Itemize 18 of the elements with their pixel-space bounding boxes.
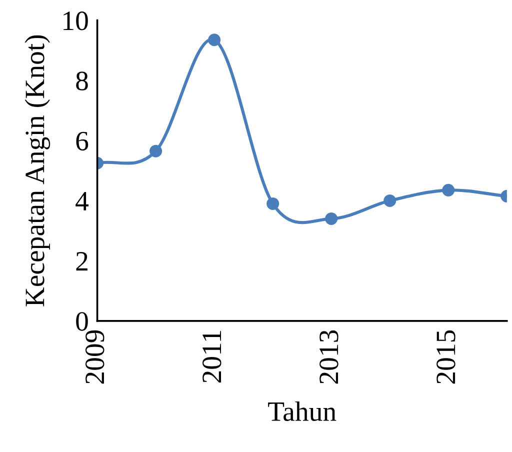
- y-tick-label: 2: [76, 252, 88, 270]
- y-tick-label: 8: [76, 72, 88, 90]
- point: [266, 197, 280, 210]
- y-tick-label: 6: [76, 132, 88, 150]
- y-tick-label: 0: [76, 312, 88, 331]
- y-axis-title: Kecepatan Angin (Knot): [24, 35, 50, 306]
- point: [384, 194, 396, 207]
- x-tick-label: 2009: [85, 330, 104, 384]
- y-tick-label: 10: [64, 12, 88, 30]
- x-tick-label: 2013: [320, 330, 338, 384]
- x-axis-title: Tahun: [268, 401, 336, 422]
- point: [150, 144, 162, 158]
- point: [325, 212, 338, 225]
- point: [442, 184, 455, 196]
- x-tick-label: 2011: [202, 330, 222, 383]
- y-tick-label: 4: [76, 192, 89, 210]
- point: [208, 34, 221, 46]
- x-tick-label: 2015: [436, 330, 456, 384]
